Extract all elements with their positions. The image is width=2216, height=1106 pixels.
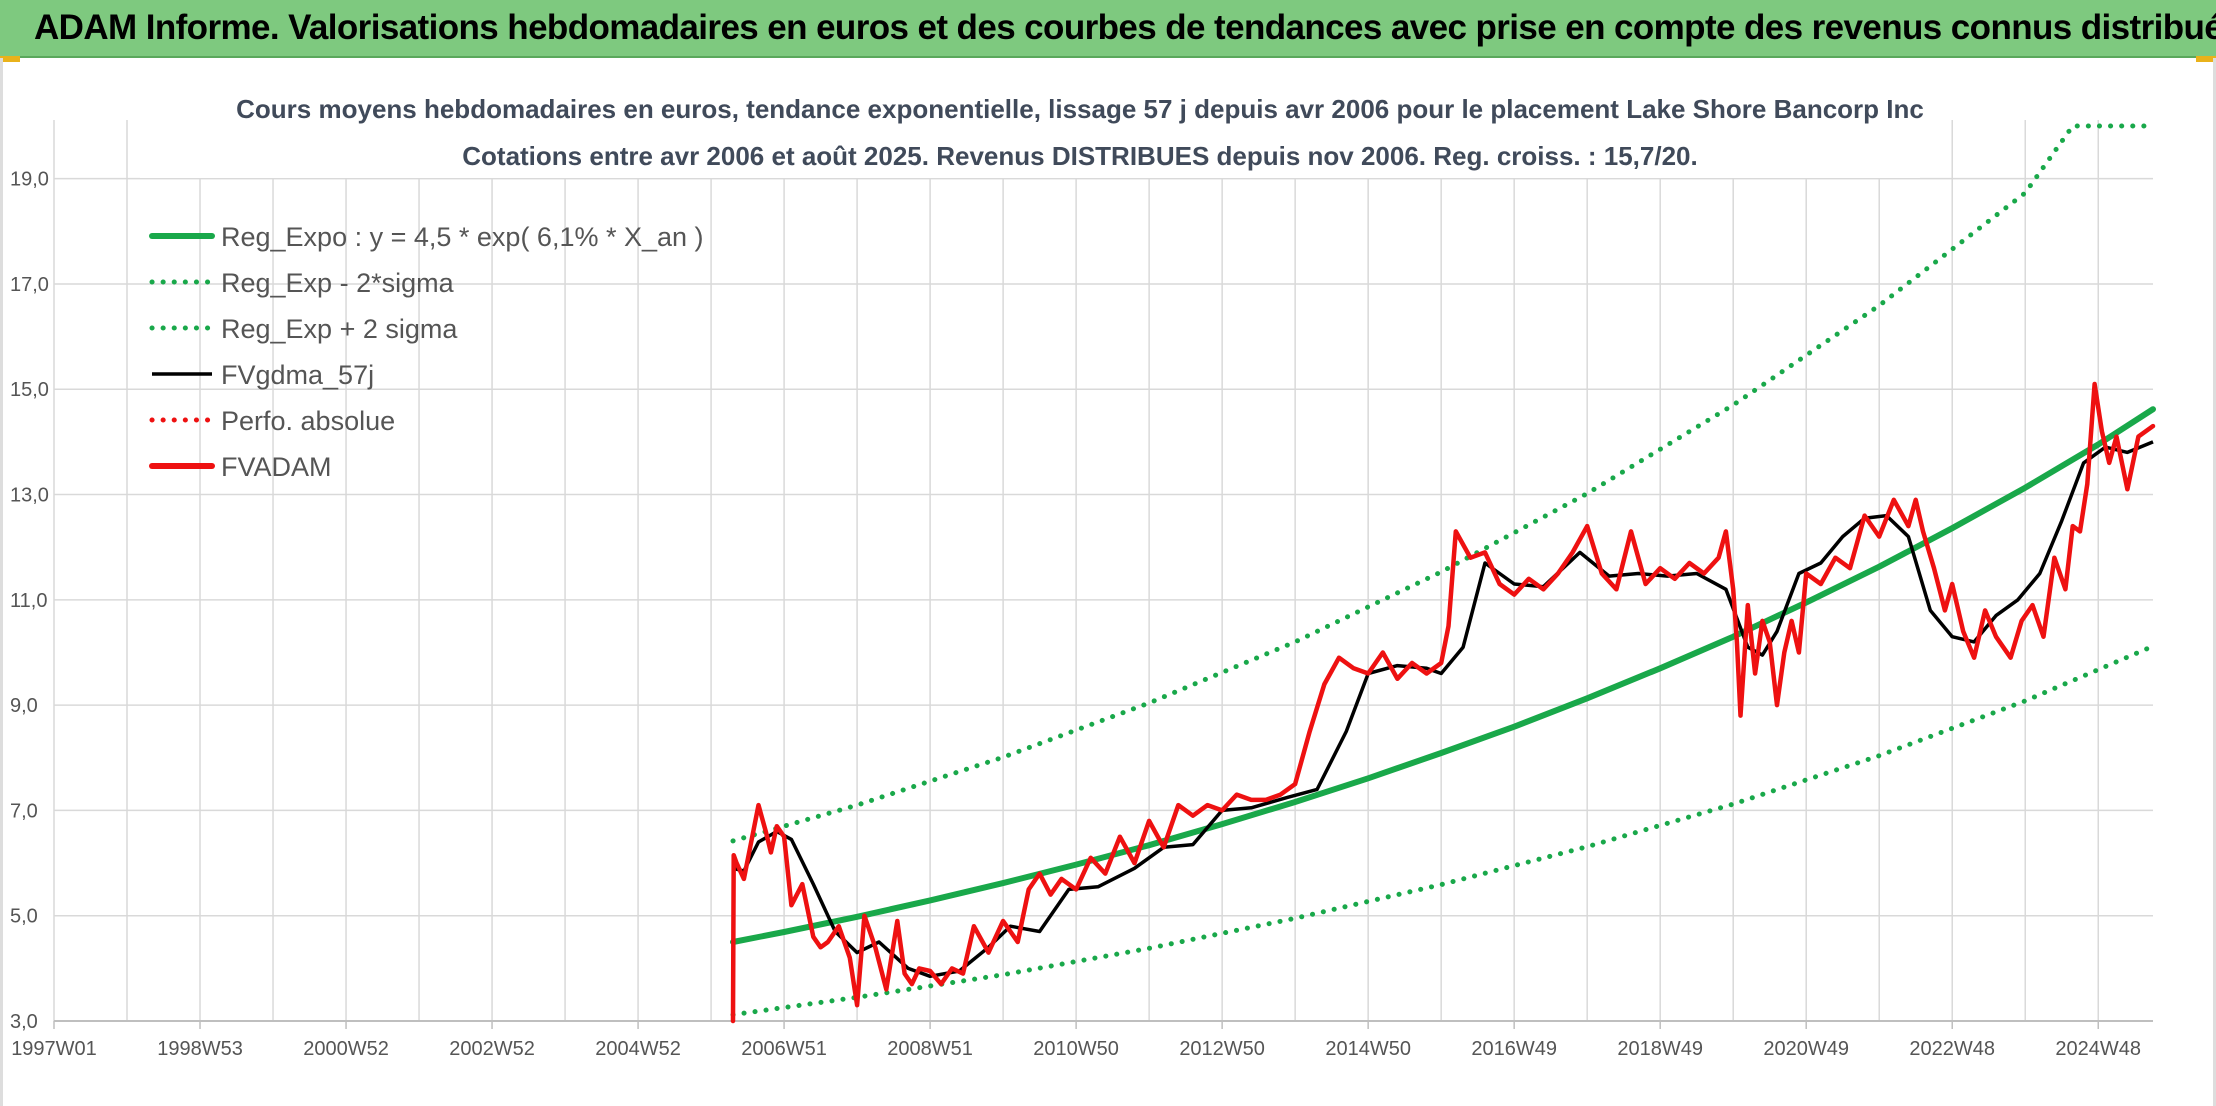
legend-label-2: Reg_Exp + 2 sigma [221, 314, 458, 344]
title-backdrop [140, 86, 1920, 178]
x-axis-ticks: 1997W01 1998W53 2000W52 2002W52 2004W52 2006W… [11, 1021, 2141, 1060]
legend-label-5: FVADAM [221, 452, 332, 482]
series-line-1 [730, 643, 2156, 1018]
series-line-3 [732, 440, 2154, 979]
series-line-2 [730, 123, 2156, 844]
y-tick-label: 15,0 [10, 379, 49, 401]
legend-label-0: Reg_Expo : y = 4,5 * exp( 6,1% * X_an ) [221, 222, 704, 252]
chart-series [730, 123, 2156, 1024]
x-tick-label: 2000W52 [303, 1038, 389, 1060]
legend-label-3: FVgdma_57j [221, 360, 374, 390]
y-tick-label: 17,0 [10, 274, 49, 296]
x-tick-label: 2014W50 [1325, 1038, 1411, 1060]
x-tick-label: 2004W52 [595, 1038, 681, 1060]
y-tick-label: 11,0 [10, 590, 47, 612]
y-tick-label: 5,0 [10, 906, 38, 928]
legend-label-4: Perfo. absolue [221, 406, 395, 436]
y-tick-label: 13,0 [10, 485, 49, 507]
x-tick-label: 2020W49 [1763, 1038, 1849, 1060]
y-tick-label: 19,0 [10, 169, 49, 191]
chart-subtitle: Cotations entre avr 2006 et août 2025. R… [462, 141, 1697, 171]
x-tick-label: 2024W48 [2055, 1038, 2141, 1060]
x-tick-label: 2018W49 [1617, 1038, 1703, 1060]
chart-title: Cours moyens hebdomadaires en euros, ten… [236, 94, 1924, 124]
chart-frame [0, 58, 2216, 1106]
corner-marker-right [2196, 56, 2216, 62]
chart-legend: Reg_Expo : y = 4,5 * exp( 6,1% * X_an ) R… [149, 222, 704, 482]
y-tick-label: 7,0 [10, 800, 38, 822]
corner-marker-left [0, 56, 20, 62]
y-tick-label: 9,0 [10, 695, 38, 717]
x-tick-label: 2010W50 [1033, 1038, 1119, 1060]
x-tick-label: 2002W52 [449, 1038, 535, 1060]
legend-label-1: Reg_Exp - 2*sigma [221, 268, 455, 298]
y-axis-ticks: 3,0 5,0 7,0 9,0 11,0 13,0 15,0 17,0 19,0 [10, 169, 49, 1033]
report-title: ADAM Informe. Valorisations hebdomadaire… [34, 8, 2216, 47]
x-tick-label: 1998W53 [157, 1038, 243, 1060]
x-tick-label: 2022W48 [1909, 1038, 1995, 1060]
report-header-bar: ADAM Informe. Valorisations hebdomadaire… [0, 0, 2216, 58]
series-line-5 [730, 381, 2156, 1024]
x-tick-label: 2012W50 [1179, 1038, 1265, 1060]
x-tick-label: 2008W51 [887, 1038, 973, 1060]
x-tick-label: 2006W51 [741, 1038, 827, 1060]
x-tick-label: 2016W49 [1471, 1038, 1557, 1060]
y-tick-label: 3,0 [10, 1011, 38, 1033]
x-tick-label: 1997W01 [11, 1038, 97, 1060]
series-line-0 [730, 406, 2156, 945]
